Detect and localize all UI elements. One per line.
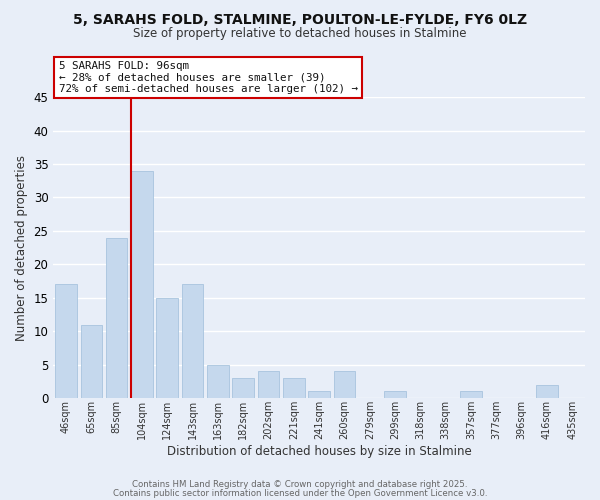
X-axis label: Distribution of detached houses by size in Stalmine: Distribution of detached houses by size …	[167, 444, 472, 458]
Text: 5 SARAHS FOLD: 96sqm
← 28% of detached houses are smaller (39)
72% of semi-detac: 5 SARAHS FOLD: 96sqm ← 28% of detached h…	[59, 61, 358, 94]
Bar	[258, 372, 279, 398]
Bar	[106, 238, 127, 398]
Y-axis label: Number of detached properties: Number of detached properties	[15, 154, 28, 340]
Text: Size of property relative to detached houses in Stalmine: Size of property relative to detached ho…	[133, 28, 467, 40]
Bar	[182, 284, 203, 398]
Bar	[308, 392, 330, 398]
Bar	[283, 378, 305, 398]
Text: Contains HM Land Registry data © Crown copyright and database right 2025.: Contains HM Land Registry data © Crown c…	[132, 480, 468, 489]
Bar	[131, 170, 152, 398]
Bar	[460, 392, 482, 398]
Bar	[232, 378, 254, 398]
Bar	[385, 392, 406, 398]
Bar	[207, 364, 229, 398]
Text: Contains public sector information licensed under the Open Government Licence v3: Contains public sector information licen…	[113, 488, 487, 498]
Bar	[157, 298, 178, 398]
Bar	[536, 385, 558, 398]
Bar	[55, 284, 77, 398]
Bar	[80, 324, 102, 398]
Text: 5, SARAHS FOLD, STALMINE, POULTON-LE-FYLDE, FY6 0LZ: 5, SARAHS FOLD, STALMINE, POULTON-LE-FYL…	[73, 12, 527, 26]
Bar	[334, 372, 355, 398]
